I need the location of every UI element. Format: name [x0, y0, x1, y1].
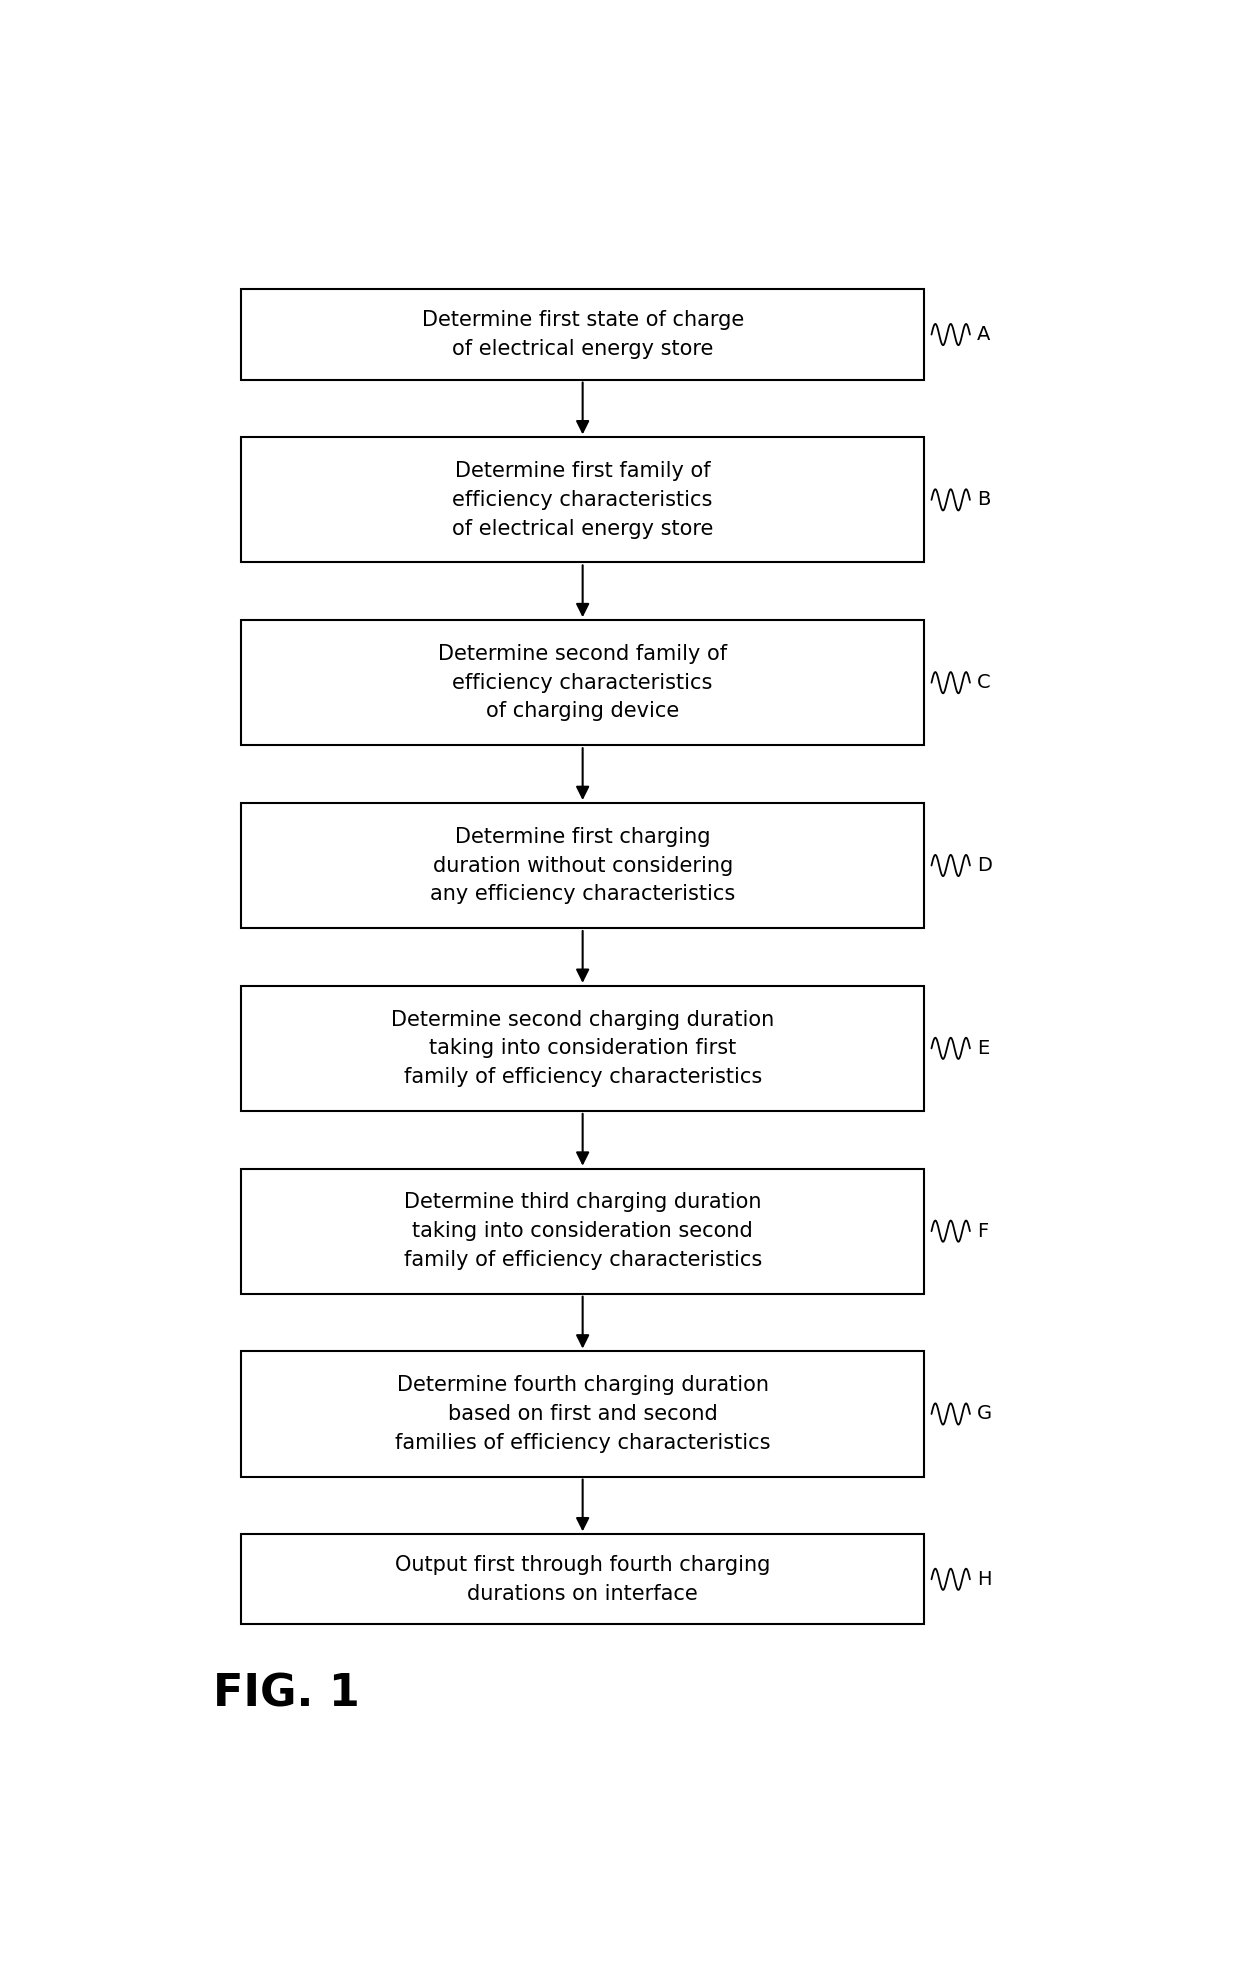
FancyBboxPatch shape	[242, 804, 924, 928]
Text: Determine second charging duration
taking into consideration first
family of eff: Determine second charging duration takin…	[391, 1009, 774, 1087]
Text: Determine first state of charge
of electrical energy store: Determine first state of charge of elect…	[422, 309, 744, 359]
Text: D: D	[977, 857, 992, 875]
Text: E: E	[977, 1038, 990, 1058]
Text: F: F	[977, 1221, 988, 1241]
Text: Determine second family of
efficiency characteristics
of charging device: Determine second family of efficiency ch…	[438, 644, 727, 721]
Text: B: B	[977, 491, 990, 510]
Text: Determine first family of
efficiency characteristics
of electrical energy store: Determine first family of efficiency cha…	[451, 461, 713, 538]
Text: Determine fourth charging duration
based on first and second
families of efficie: Determine fourth charging duration based…	[394, 1375, 770, 1452]
Text: Output first through fourth charging
durations on interface: Output first through fourth charging dur…	[396, 1554, 770, 1604]
FancyBboxPatch shape	[242, 985, 924, 1111]
Text: H: H	[977, 1570, 991, 1588]
FancyBboxPatch shape	[242, 437, 924, 563]
FancyBboxPatch shape	[242, 1351, 924, 1478]
FancyBboxPatch shape	[242, 1535, 924, 1625]
FancyBboxPatch shape	[242, 1168, 924, 1294]
FancyBboxPatch shape	[242, 621, 924, 745]
Text: Determine third charging duration
taking into consideration second
family of eff: Determine third charging duration taking…	[403, 1192, 761, 1271]
Text: A: A	[977, 325, 990, 345]
Text: C: C	[977, 674, 991, 691]
FancyBboxPatch shape	[242, 290, 924, 380]
Text: G: G	[977, 1405, 992, 1424]
Text: FIG. 1: FIG. 1	[213, 1673, 360, 1716]
Text: Determine first charging
duration without considering
any efficiency characteris: Determine first charging duration withou…	[430, 827, 735, 904]
